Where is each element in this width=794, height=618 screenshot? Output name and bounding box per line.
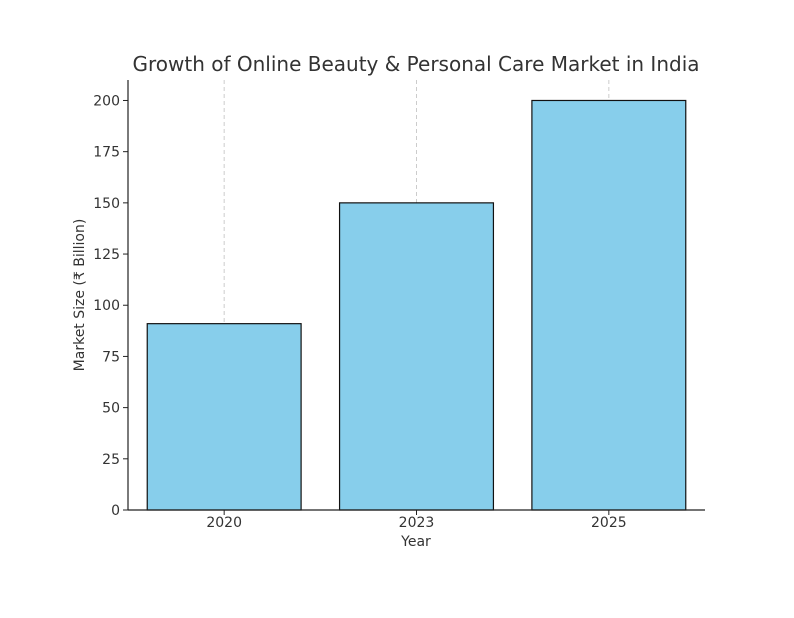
bars [146,99,687,511]
y-tick-label-200: 200 [93,93,120,109]
bar-2023 [338,202,495,511]
y-tick-label-150: 150 [93,196,120,212]
x-axis-label: Year [400,534,431,550]
x-tick-label-2023: 2023 [399,515,435,531]
y-tick-label-25: 25 [102,452,120,468]
y-tick-label-75: 75 [102,349,120,365]
y-axis-label: Market Size (₹ Billion) [72,219,88,372]
x-tick-label-2020: 2020 [206,515,242,531]
x-tick-label-2025: 2025 [591,515,627,531]
y-tick-label-175: 175 [93,145,120,161]
y-tick-label-125: 125 [93,247,120,263]
chart-title: Growth of Online Beauty & Personal Care … [132,52,699,76]
bar-2025 [531,99,687,511]
x-ticks: 2020 2023 2025 [206,510,627,531]
y-ticks: 0 25 50 75 100 125 150 175 200 [93,93,128,519]
y-tick-label-0: 0 [111,503,120,519]
y-tick-label-50: 50 [102,401,120,417]
y-tick-label-100: 100 [93,298,120,314]
bar-2020 [146,323,302,511]
